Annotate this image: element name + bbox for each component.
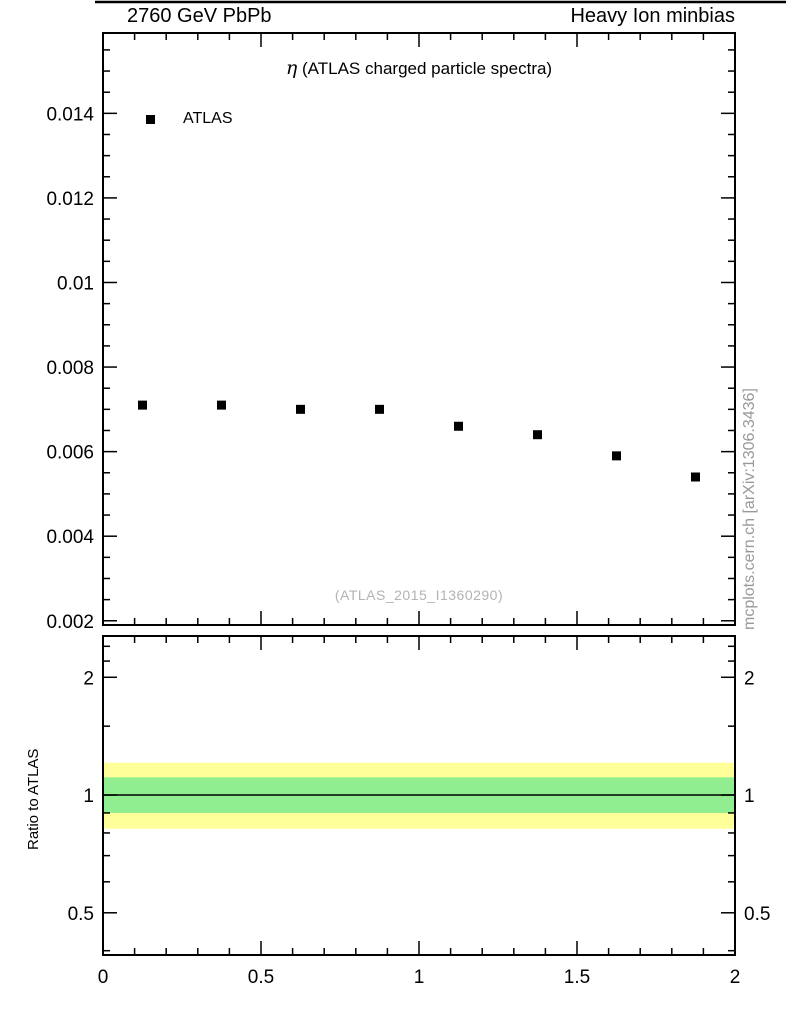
main-y-tick-label: 0.01 xyxy=(57,273,94,294)
x-tick-label: 0.5 xyxy=(248,967,274,988)
main-y-tick-label: 0.004 xyxy=(46,527,94,548)
data-point xyxy=(296,404,305,414)
legend-label: ATLAS xyxy=(183,110,233,127)
x-tick-label: 1.5 xyxy=(564,967,590,988)
ratio-axis-title: Ratio to ATLAS xyxy=(25,748,42,850)
data-point xyxy=(375,404,384,414)
main-y-tick-label: 0.008 xyxy=(46,358,94,379)
plot-title: η (ATLAS charged particle spectra) xyxy=(103,57,735,79)
ratio-y-tick-label-right: 2 xyxy=(744,668,755,689)
data-point xyxy=(612,451,621,461)
data-points-atlas xyxy=(138,400,700,482)
ratio-y-tick-label-left: 0.5 xyxy=(68,904,94,925)
beam-energy-label: 2760 GeV PbPb xyxy=(127,5,272,27)
main-y-tick-label: 0.014 xyxy=(46,104,94,125)
ratio-y-tick-label-left: 2 xyxy=(83,668,94,689)
axis-ticks xyxy=(102,33,736,955)
x-tick-label: 0 xyxy=(98,967,109,988)
legend: ATLAS xyxy=(146,110,233,128)
analysis-tag: (ATLAS_2015_I1360290) xyxy=(334,587,504,603)
ratio-y-tick-label-right: 0.5 xyxy=(744,904,770,925)
ratio-y-tick-label-right: 1 xyxy=(744,786,755,807)
process-label: Heavy Ion minbias xyxy=(570,5,735,27)
data-point xyxy=(138,400,147,410)
plot-title-text: (ATLAS charged particle spectra) xyxy=(297,59,553,78)
data-point xyxy=(691,472,700,482)
data-point xyxy=(217,400,226,410)
observable-symbol: η xyxy=(285,57,298,79)
main-y-tick-label: 0.002 xyxy=(46,612,94,633)
main-y-tick-label: 0.012 xyxy=(46,189,94,210)
data-point xyxy=(533,430,542,440)
ratio-y-tick-label-left: 1 xyxy=(83,786,94,807)
main-y-tick-label: 0.006 xyxy=(46,443,94,464)
x-tick-label: 1 xyxy=(414,967,425,988)
data-point xyxy=(454,421,463,431)
mcplots-arxiv-watermark: mcplots.cern.ch [arXiv:1306.3436] xyxy=(741,388,758,630)
legend-square-marker xyxy=(146,114,155,124)
x-tick-label: 2 xyxy=(730,967,741,988)
